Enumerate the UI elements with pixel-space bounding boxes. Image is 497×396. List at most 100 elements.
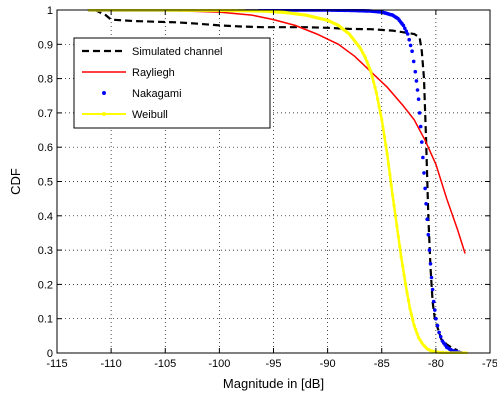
data-point (391, 193, 395, 197)
data-point (380, 118, 384, 122)
data-point (385, 152, 389, 156)
data-point (424, 202, 428, 206)
data-point (435, 323, 440, 328)
legend-label: Simulated channel (132, 46, 223, 58)
legend-label: Rayliegh (132, 67, 175, 79)
data-point (404, 282, 408, 286)
y-tick-label: 0.8 (38, 74, 53, 86)
legend-item-simulated-channel: Simulated channel (82, 46, 223, 58)
data-point (417, 336, 421, 340)
x-tick-label: -75 (482, 358, 497, 370)
data-point (370, 75, 374, 79)
y-tick-label: 0.6 (38, 142, 53, 154)
axis-ticks: -115 -110 -105 -100 -95 -90 -85 -80 -75 0 0.1 0.2 0.… (38, 5, 497, 370)
x-tick-label: -110 (101, 358, 122, 370)
legend-item-weibull: Weibull (82, 109, 168, 121)
data-point (376, 97, 380, 101)
data-point (413, 69, 418, 74)
data-point (419, 340, 423, 344)
data-point (414, 79, 419, 83)
y-tick-label: 0.4 (38, 211, 53, 223)
data-point (389, 183, 393, 187)
x-tick-label: -80 (428, 358, 444, 370)
data-point (410, 49, 414, 53)
data-point (411, 318, 415, 322)
data-point (369, 70, 373, 74)
data-point (438, 334, 443, 339)
data-point (393, 214, 398, 218)
data-point (401, 23, 406, 28)
data-point (412, 324, 416, 328)
data-point (430, 287, 435, 292)
data-point (368, 66, 372, 70)
data-point (421, 155, 425, 160)
legend-label: Weibull (132, 109, 168, 121)
data-point (363, 56, 368, 60)
data-point (362, 53, 366, 58)
data-point (403, 26, 407, 31)
data-point (416, 97, 421, 101)
data-point (409, 312, 413, 316)
data-point (427, 248, 432, 252)
data-point (388, 173, 392, 177)
y-tick-label: 0.2 (38, 279, 53, 291)
data-point (404, 29, 409, 33)
y-tick-label: 0 (47, 348, 53, 360)
data-point (372, 80, 376, 84)
data-point (408, 306, 412, 310)
data-point (377, 104, 381, 108)
legend-swatch-marker (102, 112, 106, 116)
y-tick-label: 0.7 (38, 108, 53, 120)
data-point (420, 140, 424, 144)
data-point (384, 143, 388, 148)
y-tick-label: 0.3 (38, 245, 53, 257)
x-tick-label: -105 (154, 358, 176, 370)
legend-swatch (102, 91, 106, 95)
data-point (415, 332, 419, 336)
data-point (437, 330, 441, 335)
data-point (433, 308, 437, 312)
data-point (428, 262, 433, 266)
data-point (407, 37, 412, 42)
legend-item-rayliegh: Rayliegh (82, 67, 175, 79)
data-point (382, 135, 387, 139)
data-point (418, 124, 423, 129)
data-point (366, 63, 370, 67)
legend: Simulated channel Rayliegh Nakagami Weibull (73, 37, 271, 129)
data-point (431, 299, 436, 304)
y-tick-label: 0.5 (38, 177, 53, 189)
data-point (396, 234, 400, 238)
data-point (423, 186, 427, 191)
data-point (378, 111, 382, 115)
data-point (422, 171, 426, 175)
x-tick-label: -95 (266, 358, 282, 370)
data-point (395, 224, 399, 228)
data-point (374, 90, 378, 94)
data-point (399, 255, 403, 259)
y-tick-label: 1 (47, 5, 53, 17)
data-point (402, 273, 406, 277)
data-point (358, 46, 362, 50)
legend-label: Nakagami (132, 88, 182, 100)
data-point (415, 88, 420, 92)
data-point (373, 85, 377, 89)
data-point (411, 59, 416, 64)
data-point (425, 217, 430, 221)
data-point (434, 316, 438, 321)
legend-item-nakagami: Nakagami (102, 88, 182, 100)
data-point (405, 32, 410, 36)
data-point (406, 298, 411, 302)
y-tick-label: 0.1 (38, 314, 53, 326)
data-point (414, 328, 418, 332)
data-point (386, 162, 391, 166)
data-point (359, 48, 364, 52)
x-tick-label: -115 (46, 358, 67, 370)
y-axis-label: CDF (8, 168, 23, 195)
x-tick-label: -90 (320, 358, 336, 370)
data-point (381, 126, 385, 130)
x-axis-label: Magnitude in [dB] (223, 376, 324, 391)
data-point (365, 59, 369, 64)
data-point (426, 232, 431, 237)
data-point (361, 51, 365, 55)
